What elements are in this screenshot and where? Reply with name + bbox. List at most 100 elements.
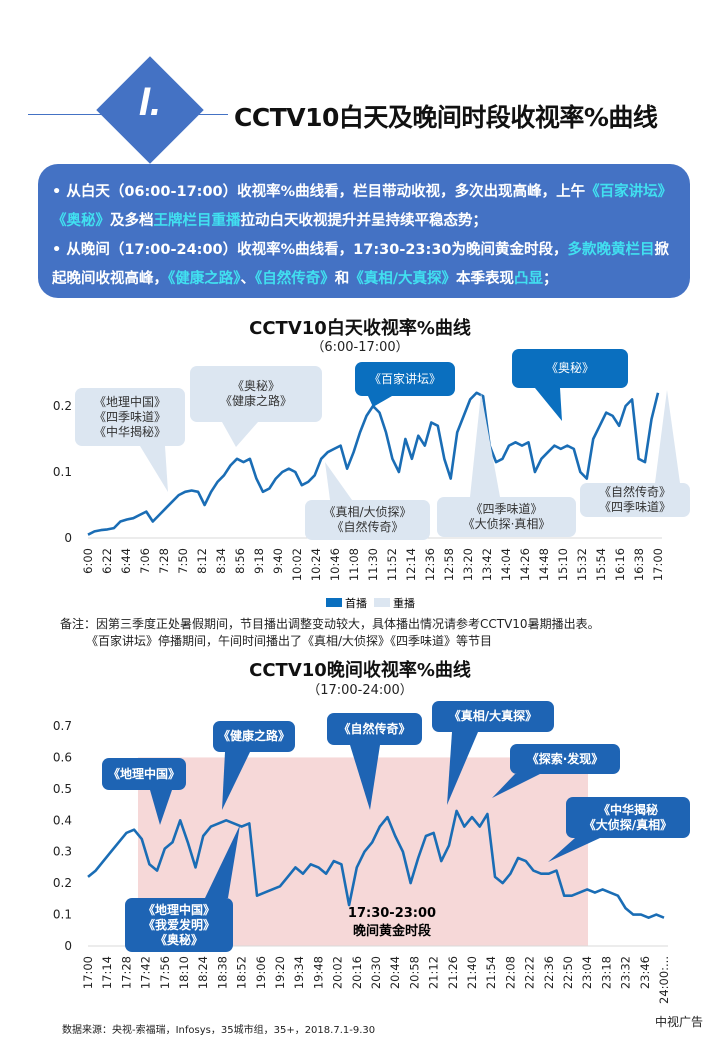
x-tick-label: 11:30 (366, 548, 380, 581)
x-tick-label: 8:12 (195, 548, 209, 574)
summary-daytime: • 从白天（06:00-17:00）收视率%曲线看，栏目带动收视，多次出现高峰，… (52, 178, 676, 236)
summary-highlight: 《百家讲坛》《奥秘》 (52, 184, 673, 229)
x-tick-label: 10:24 (309, 548, 323, 581)
callout-line: 《百家讲坛》 (368, 371, 441, 386)
section-numeral: I. (138, 80, 162, 124)
summary-highlight: 《健康之路》 (168, 271, 241, 287)
x-tick-label: 10:46 (328, 548, 342, 581)
x-tick-label: 22:50 (561, 956, 575, 989)
summary-text: 拉动白天收视提升并呈持续平稳态势； (240, 213, 488, 229)
x-tick-label: 18:24 (196, 956, 210, 989)
callout-line: 《真相/大真探》 (448, 709, 538, 723)
summary-box: • 从白天（06:00-17:00）收视率%曲线看，栏目带动收视，多次出现高峰，… (38, 164, 690, 298)
x-tick-label: 21:54 (484, 956, 498, 989)
brand-label: 中视广告 (655, 1015, 704, 1029)
note-line: 《百家讲坛》停播期间，午间时间播出了《真相/大侦探》《四季味道》等节目 (86, 634, 493, 648)
callout-line: 《四季味道》 (93, 409, 166, 424)
callout-line: 《大侦探·真相》 (462, 517, 551, 531)
y-tick-label: 0 (64, 939, 72, 953)
program-callout: 《中华揭秘 《大侦探/真相》 (566, 797, 690, 838)
callout-line: 《探索·发现》 (526, 751, 604, 766)
summary-text: • 从白天（06:00-17:00）收视率%曲线看，栏目带动收视，多次出现高峰，… (52, 184, 586, 200)
x-tick-label: 7:50 (176, 548, 190, 574)
callout-line: 《地理中国》 (142, 902, 215, 917)
summary-text: 掀起晚间收视高峰， (52, 242, 669, 287)
x-tick-label: 9:18 (252, 548, 266, 574)
callout-pointer (140, 446, 168, 492)
legend-label-rerun: 重播 (393, 596, 415, 610)
legend-label-premiere: 首播 (345, 596, 367, 610)
chart2-title: CCTV10晚间收视率%曲线 (249, 660, 471, 681)
x-tick-label: 16:16 (613, 548, 627, 581)
x-tick-label: 12:58 (442, 548, 456, 581)
program-callout: 《地理中国》 《四季味道》 《中华揭秘》 (75, 388, 185, 446)
callout-pointer (470, 393, 500, 497)
chart1-title: CCTV10白天收视率%曲线 (249, 318, 471, 339)
x-tick-label: 14:26 (518, 548, 532, 581)
x-tick-label: 20:44 (388, 956, 402, 989)
x-tick-label: 17:00 (81, 956, 95, 989)
x-tick-label: 20:30 (369, 956, 383, 989)
callout-line: 《自然传奇》 (338, 721, 411, 736)
summary-text: 和 (334, 271, 350, 287)
note-line: 备注：因第三季度正处暑假期间，节目播出调整变动较大，具体播出情况请参考CCTV1… (60, 617, 600, 631)
x-tick-label: 17:14 (100, 956, 114, 989)
callout-pointer (222, 422, 258, 447)
program-callout: 《奥秘》 (512, 349, 628, 388)
x-tick-label: 8:34 (214, 548, 228, 574)
x-tick-label: 7:06 (138, 548, 152, 574)
program-callout: 《奥秘》 《健康之路》 (190, 366, 322, 422)
summary-highlight: 凸显 (514, 271, 544, 287)
callout-line: 《自然传奇》 (331, 520, 404, 534)
callout-line: 《真相/大侦探》 (323, 505, 412, 519)
x-tick-label: 24:00:... (657, 956, 671, 1004)
callout-pointer (205, 825, 240, 898)
series-line (87, 809, 665, 919)
callout-line: 《奥秘》 (154, 932, 203, 947)
x-tick-label: 14:04 (499, 548, 513, 581)
legend-swatch-rerun (374, 598, 390, 607)
x-tick-label: 17:00 (651, 548, 665, 581)
x-tick-label: 15:10 (556, 548, 570, 581)
chart-note: 备注：因第三季度正处暑假期间，节目播出调整变动较大，具体播出情况请参考CCTV1… (60, 616, 600, 650)
program-callout: 《四季味道》 《大侦探·真相》 (437, 497, 576, 537)
x-tick-label: 8:56 (233, 548, 247, 574)
callout-pointer (222, 752, 250, 810)
legend-swatch-premiere (326, 598, 342, 607)
x-tick-label: 22:36 (542, 956, 556, 989)
x-tick-label: 22:08 (503, 956, 517, 989)
x-tick-label: 12:14 (404, 548, 418, 581)
callout-line: 《地理中国》 (107, 766, 180, 781)
summary-text: ； (543, 271, 558, 287)
x-tick-label: 7:28 (157, 548, 171, 574)
x-tick-label: 18:10 (177, 956, 191, 989)
prime-time-range: 17:30-23:00 (348, 906, 436, 921)
x-tick-label: 20:16 (350, 956, 364, 989)
x-tick-label: 11:08 (347, 548, 361, 581)
x-tick-label: 19:20 (273, 956, 287, 989)
x-tick-label: 6:00 (81, 548, 95, 574)
x-tick-label: 18:38 (215, 956, 229, 989)
x-tick-label: 19:34 (292, 956, 306, 989)
x-tick-label: 14:48 (537, 548, 551, 581)
summary-text: 及多档 (110, 213, 154, 229)
x-tick-label: 17:42 (139, 956, 153, 989)
program-callout: 《真相/大侦探》 《自然传奇》 (305, 500, 430, 540)
program-callout: 《探索·发现》 (510, 744, 620, 774)
x-tick-label: 11:52 (385, 548, 399, 581)
x-tick-label: 13:42 (480, 548, 494, 581)
callout-line: 《健康之路》 (219, 394, 292, 408)
callout-line: 《中华揭秘》 (93, 424, 166, 439)
callout-line: 《四季味道》 (470, 502, 543, 516)
x-tick-label: 20:02 (331, 956, 345, 989)
x-tick-label: 21:40 (465, 956, 479, 989)
y-tick-label: 0.2 (53, 399, 72, 413)
program-callout: 《地理中国》 《我爱发明》 《奥秘》 (125, 898, 233, 952)
y-tick-label: 0.4 (53, 813, 72, 827)
y-tick-label: 0.2 (53, 876, 72, 890)
callout-line: 《中华揭秘 (597, 802, 658, 817)
callout-line: 《自然传奇》 (598, 485, 671, 499)
x-tick-label: 19:06 (254, 956, 268, 989)
x-tick-label: 23:32 (619, 956, 633, 989)
callout-line: 《奥秘》 (545, 361, 594, 375)
